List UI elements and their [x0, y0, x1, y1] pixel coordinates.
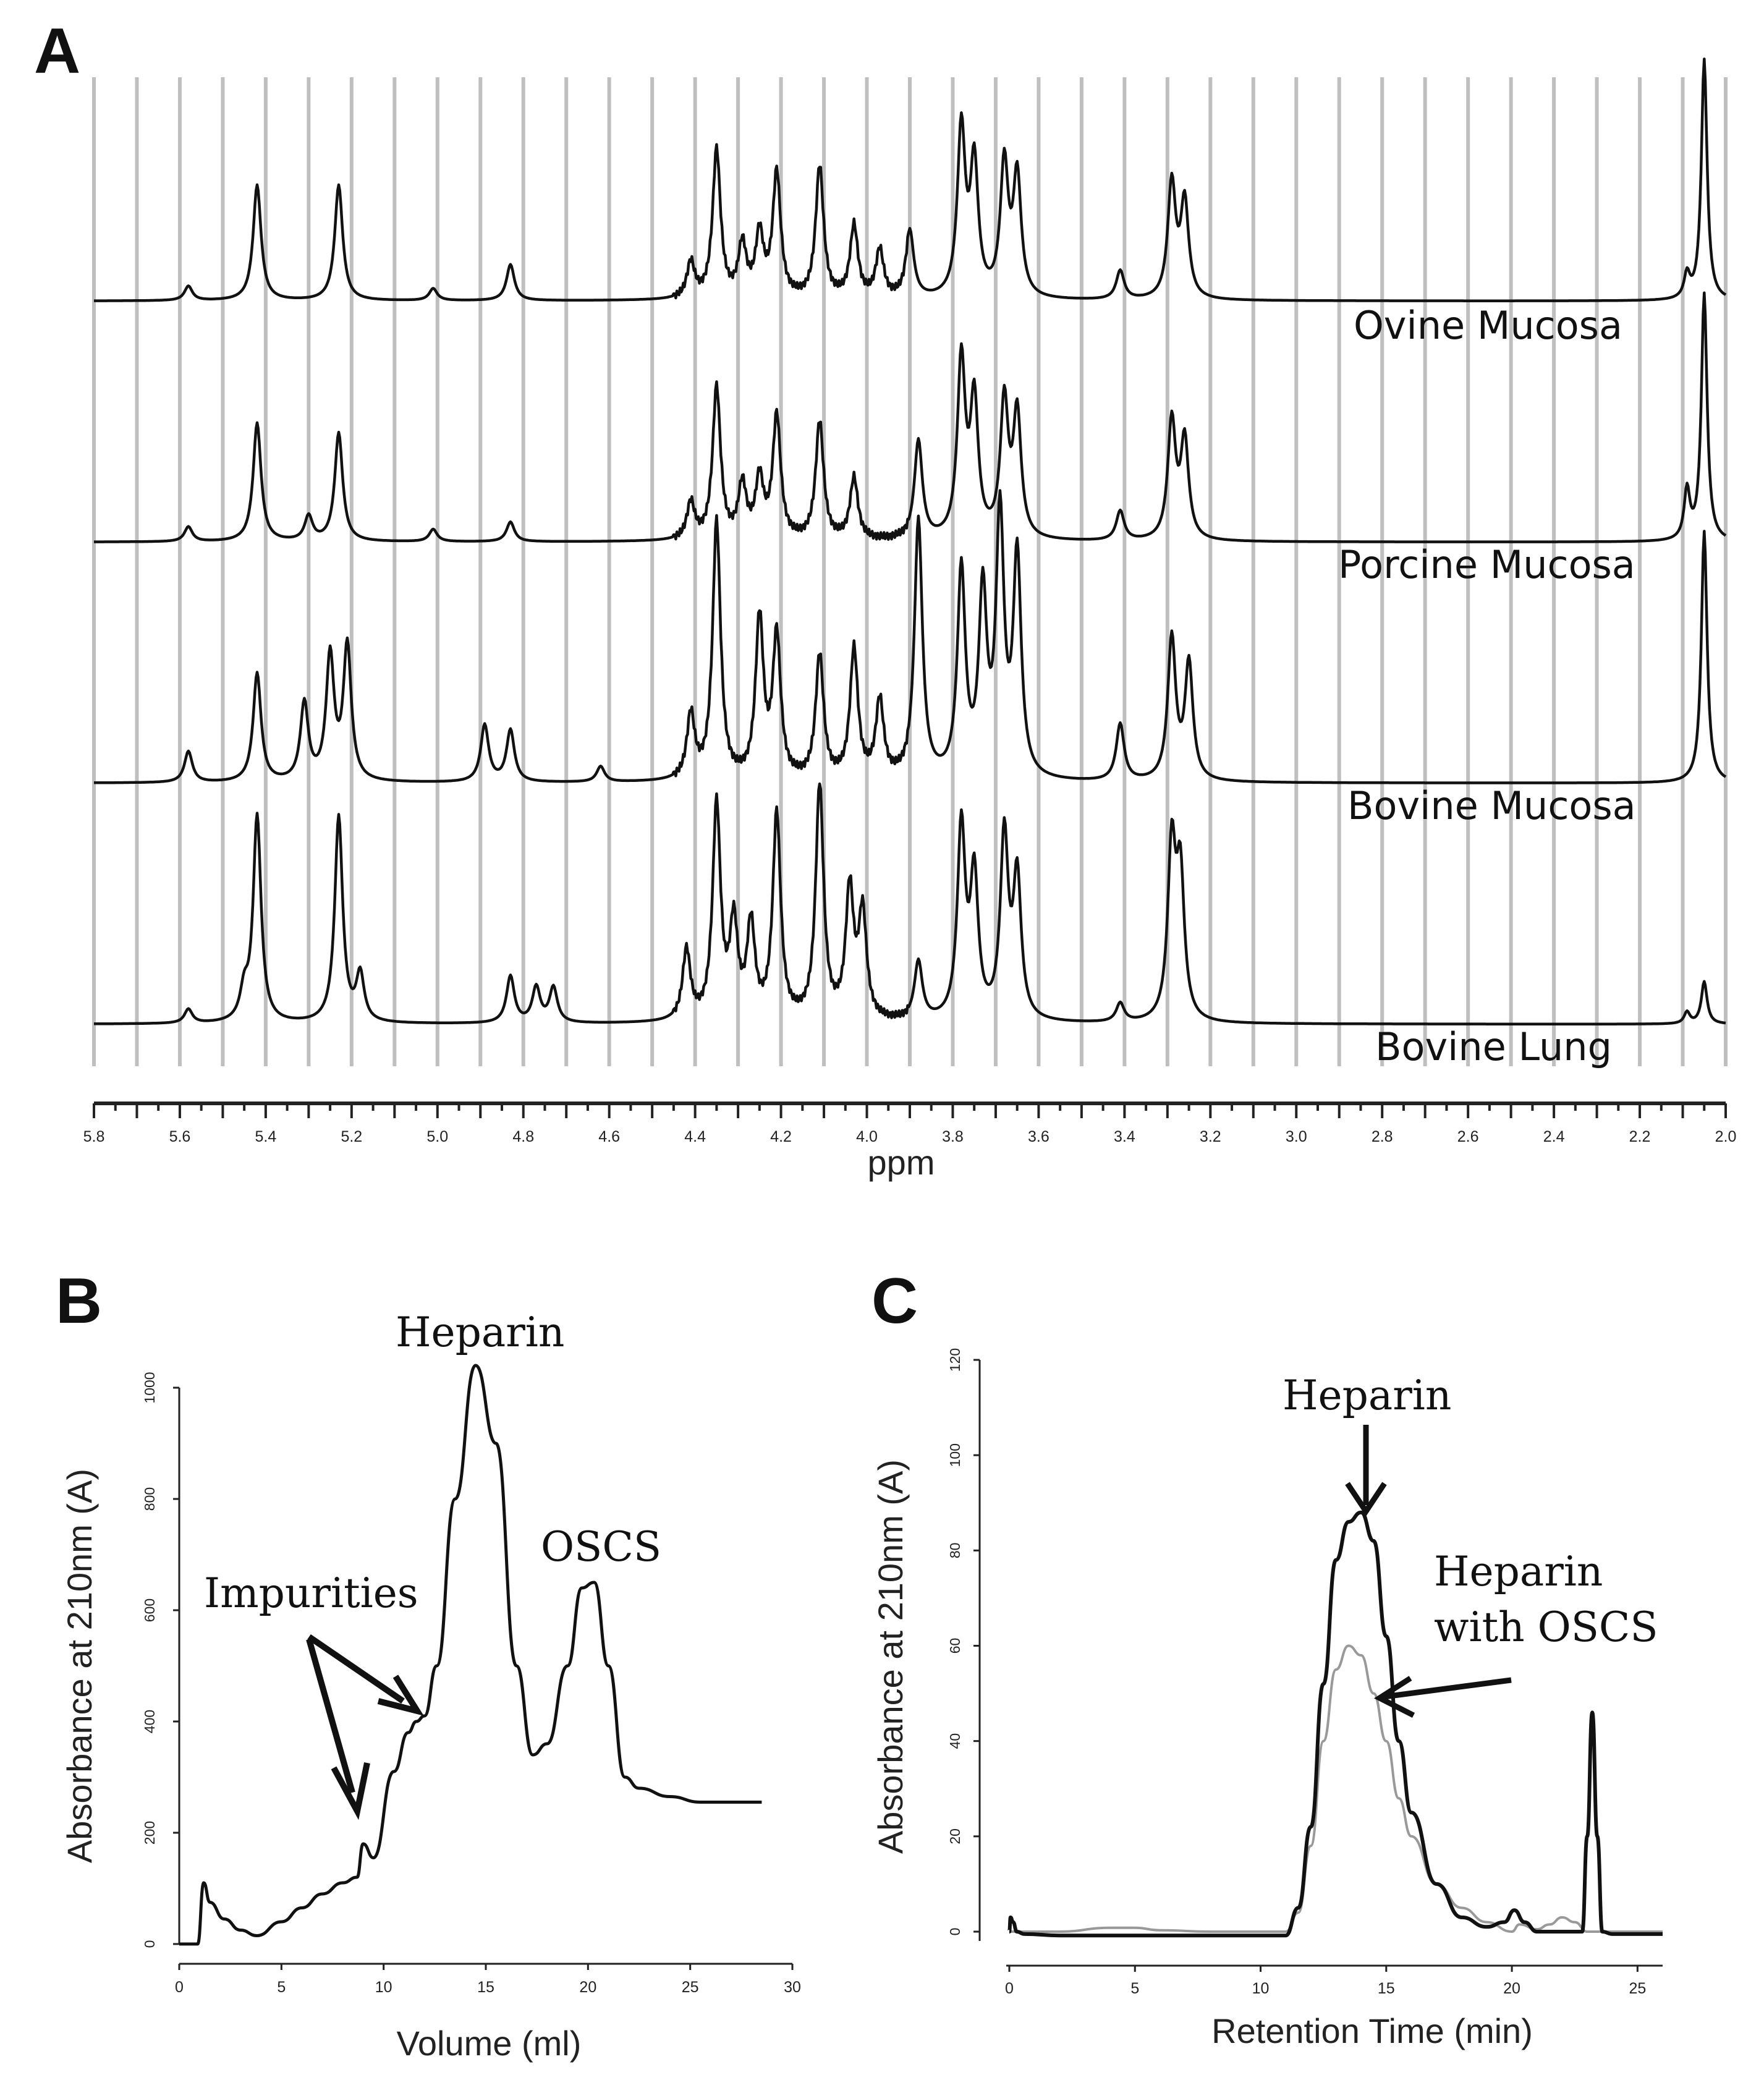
- panel-a-tick-label: 5.8: [83, 1128, 105, 1145]
- panel-a-tick-label: 5.4: [255, 1128, 277, 1145]
- spectrum-bovine-lung: [93, 782, 1726, 1025]
- panel-b-x-tick-label: 15: [477, 1979, 494, 1996]
- panel-a-tick-label: 2.6: [1457, 1128, 1479, 1145]
- panel-b-x-tick-label: 20: [579, 1979, 596, 1996]
- panel-c-x-tick-label: 5: [1130, 1980, 1139, 1997]
- panel-b-chromatogram: B 0 200 400 600 800 1000 0 5 10 15 20 25 30 Absorban…: [56, 1265, 801, 2063]
- panel-b-y-tick-label: 0: [142, 1940, 158, 1948]
- panel-c-x-tick-label: 15: [1378, 1980, 1395, 1997]
- panel-c-y-tick-label: 40: [947, 1733, 963, 1749]
- panel-b-y-tick-label: 800: [142, 1487, 158, 1511]
- panel-a-tick-label: 4.6: [598, 1128, 620, 1145]
- panel-a-tick-label: 2.4: [1543, 1128, 1565, 1145]
- panel-a-tick-label: 3.8: [942, 1128, 964, 1145]
- panel-b-x-tick-label: 5: [277, 1979, 286, 1996]
- panel-c-y-tick-label: 20: [947, 1828, 963, 1844]
- panel-c-chromatogram: C 0 20 40 60 80 100 120 0 5 10 15 20 25 Absorbance a…: [871, 1265, 1663, 2050]
- panel-c-x-tick-label: 25: [1629, 1980, 1646, 1997]
- panel-a-traces: [93, 57, 1727, 1025]
- panel-b-y-tick-label: 200: [142, 1821, 158, 1844]
- panel-a-tick-label: 5.2: [341, 1128, 362, 1145]
- panel-b-axes: 0 200 400 600 800 1000 0 5 10 15 20 25 30: [142, 1372, 801, 1996]
- panel-b-y-tick-label: 400: [142, 1710, 158, 1733]
- panel-a-tick-label: 3.6: [1028, 1128, 1049, 1145]
- panel-a-tick-label: 5.6: [169, 1128, 191, 1145]
- trace-label-porcine-mucosa: Porcine Mucosa: [1338, 542, 1635, 587]
- impurity-arrow-lower-head: [331, 1762, 370, 1820]
- panel-a-tick-label: 3.4: [1114, 1128, 1135, 1145]
- panel-c-axes: 0 20 40 60 80 100 120 0 5 10 15 20 25: [947, 1348, 1663, 1997]
- panel-b-x-tick-label: 30: [784, 1979, 801, 1996]
- panel-b-x-tick-label: 0: [175, 1979, 184, 1996]
- panel-a-tick-label: 4.8: [512, 1128, 534, 1145]
- panel-c-x-tick-label: 20: [1503, 1980, 1520, 1997]
- annotation-oscs: OSCS: [541, 1523, 661, 1571]
- panel-c-y-tick-label: 100: [947, 1443, 963, 1467]
- panel-a-tick-label: 4.2: [770, 1128, 792, 1145]
- panel-a-tick-label: 3.0: [1286, 1128, 1307, 1145]
- annotation-heparin-c: Heparin: [1283, 1372, 1451, 1419]
- oscs-arrow-shaft: [1384, 1677, 1512, 1700]
- panel-a-x-axis: 5.8 5.6 5.4 5.2 5.0 4.8 4.6 4.4 4.2 4.0 3.8 3.6 3.4 3…: [83, 1102, 1737, 1145]
- panel-a-tick-label: 4.4: [684, 1128, 706, 1145]
- impurity-arrows: [306, 1634, 424, 1820]
- trace-heparin: [1007, 1510, 1663, 1938]
- panel-a-x-axis-title: ppm: [868, 1143, 935, 1182]
- panel-a-tick-label: 2.2: [1629, 1128, 1651, 1145]
- impurity-arrow-upper-head: [377, 1675, 424, 1716]
- annotation-impurities: Impurities: [204, 1569, 418, 1617]
- trace-label-ovine-mucosa: Ovine Mucosa: [1354, 303, 1622, 348]
- panel-c-y-tick-label: 0: [947, 1928, 963, 1936]
- panel-b-y-tick-label: 600: [142, 1598, 158, 1622]
- trace-heparin-with-oscs: [1009, 1644, 1663, 1934]
- panel-c-y-tick-label: 120: [947, 1348, 963, 1372]
- panel-a-tick-label: 5.0: [426, 1128, 448, 1145]
- panel-a-tick-label: 4.0: [856, 1128, 878, 1145]
- panel-c-traces: [1007, 1510, 1663, 1938]
- panel-a-tick-label: 2.8: [1372, 1128, 1393, 1145]
- annotation-heparin-with-oscs-line2: with OSCS: [1434, 1603, 1658, 1651]
- trace-heparin-with-oscs: [179, 1364, 762, 1946]
- panel-b-x-tick-label: 25: [682, 1979, 699, 1996]
- impurity-arrow-lower-shaft: [306, 1638, 355, 1794]
- panel-c-letter: C: [871, 1265, 918, 1337]
- impurity-arrow-upper-shaft: [307, 1634, 405, 1704]
- panel-a-tick-label: 2.0: [1715, 1128, 1737, 1145]
- panel-b-traces: [179, 1364, 762, 1946]
- spectrum-bovine-mucosa: [93, 489, 1727, 784]
- panel-c-x-axis-title: Retention Time (min): [1211, 2011, 1533, 2050]
- oscs-arrow-head: [1373, 1676, 1415, 1718]
- spectrum-ovine-mucosa: [93, 57, 1727, 302]
- heparin-arrow-head: [1345, 1482, 1387, 1517]
- panel-a-letter: A: [34, 15, 80, 87]
- panel-c-y-tick-label: 60: [947, 1638, 963, 1654]
- annotation-heparin-with-oscs-line1: Heparin: [1434, 1548, 1603, 1595]
- annotation-heparin-b: Heparin: [396, 1309, 564, 1356]
- trace-label-bovine-mucosa: Bovine Mucosa: [1347, 783, 1636, 828]
- panel-c-y-tick-label: 80: [947, 1543, 963, 1559]
- panel-a-tick-label: 3.2: [1200, 1128, 1221, 1145]
- panel-b-x-tick-label: 10: [375, 1979, 392, 1996]
- panel-b-y-axis-title: Absorbance at 210nm (A): [60, 1469, 99, 1863]
- panel-c-y-axis-title: Absorbance at 210nm (A): [871, 1459, 910, 1854]
- spectrum-porcine-mucosa: [93, 291, 1727, 543]
- panel-c-x-tick-label: 0: [1005, 1980, 1014, 1997]
- panel-a-nmr-spectra: A Ovine Mucosa Porcine Mucosa Bovine Muc…: [34, 15, 1736, 1182]
- panel-b-y-tick-label: 1000: [142, 1372, 158, 1403]
- panel-c-arrows: [1345, 1425, 1512, 1718]
- trace-label-bovine-lung: Bovine Lung: [1375, 1024, 1612, 1069]
- panel-c-x-tick-label: 10: [1252, 1980, 1270, 1997]
- panel-b-letter: B: [56, 1265, 102, 1337]
- panel-b-x-axis-title: Volume (ml): [397, 2024, 582, 2063]
